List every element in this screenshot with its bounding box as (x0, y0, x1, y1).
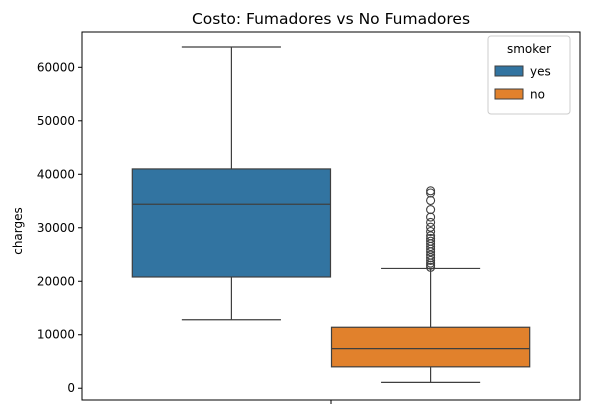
outlier-point (426, 212, 436, 222)
y-tick-label: 50000 (37, 114, 75, 128)
box-iqr (330, 326, 531, 368)
y-tick-label: 30000 (37, 221, 75, 235)
y-tick-label: 10000 (37, 328, 75, 342)
box-no (330, 186, 531, 383)
y-axis-label: charges (11, 207, 25, 255)
legend-label-no: no (530, 88, 545, 102)
outlier-point (426, 255, 436, 265)
plot-area: 0 10000 20000 30000 40000 50000 60000 (37, 31, 581, 404)
chart-title: Costo: Fumadores vs No Fumadores (192, 10, 470, 28)
outlier-point (426, 186, 436, 196)
outlier-point (426, 195, 436, 206)
legend-title: smoker (507, 42, 551, 56)
box-yes (131, 46, 332, 321)
outlier-point (426, 205, 436, 215)
outlier-point (426, 253, 436, 263)
legend-label-yes: yes (530, 65, 551, 79)
box-iqr (131, 168, 332, 278)
outlier-point (426, 233, 436, 244)
legend-swatch-yes (494, 65, 524, 77)
outlier-point (426, 217, 436, 227)
y-tick-label: 60000 (37, 60, 75, 74)
legend: smoker yes no (487, 35, 571, 115)
outlier-point (426, 231, 436, 241)
outlier-point (426, 236, 436, 246)
legend-swatch-no (494, 88, 524, 100)
y-tick-label: 40000 (37, 167, 75, 181)
outlier-point (426, 250, 436, 260)
y-tick-label: 0 (67, 381, 75, 395)
outlier-point (426, 222, 436, 232)
outlier-point (426, 226, 436, 237)
axes-frame (81, 31, 581, 401)
y-tick-label: 20000 (37, 274, 75, 288)
